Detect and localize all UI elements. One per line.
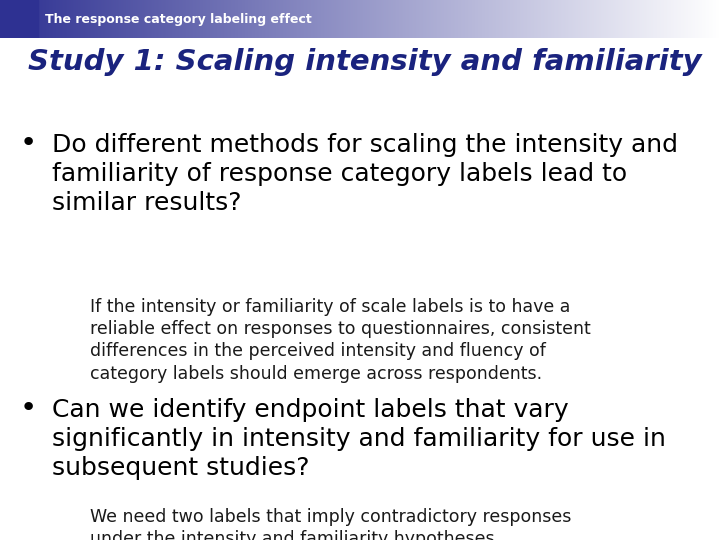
Text: Study 1: Scaling intensity and familiarity: Study 1: Scaling intensity and familiari… xyxy=(28,48,701,76)
Text: We need two labels that imply contradictory responses
under the intensity and fa: We need two labels that imply contradict… xyxy=(90,508,572,540)
Text: •: • xyxy=(20,394,37,422)
Text: If the intensity or familiarity of scale labels is to have a
reliable effect on : If the intensity or familiarity of scale… xyxy=(90,298,590,383)
Text: Can we identify endpoint labels that vary
significantly in intensity and familia: Can we identify endpoint labels that var… xyxy=(52,398,666,480)
Text: Do different methods for scaling the intensity and
familiarity of response categ: Do different methods for scaling the int… xyxy=(52,133,678,214)
Bar xyxy=(0,0,38,38)
Text: •: • xyxy=(20,129,37,157)
Text: The response category labeling effect: The response category labeling effect xyxy=(45,12,312,25)
